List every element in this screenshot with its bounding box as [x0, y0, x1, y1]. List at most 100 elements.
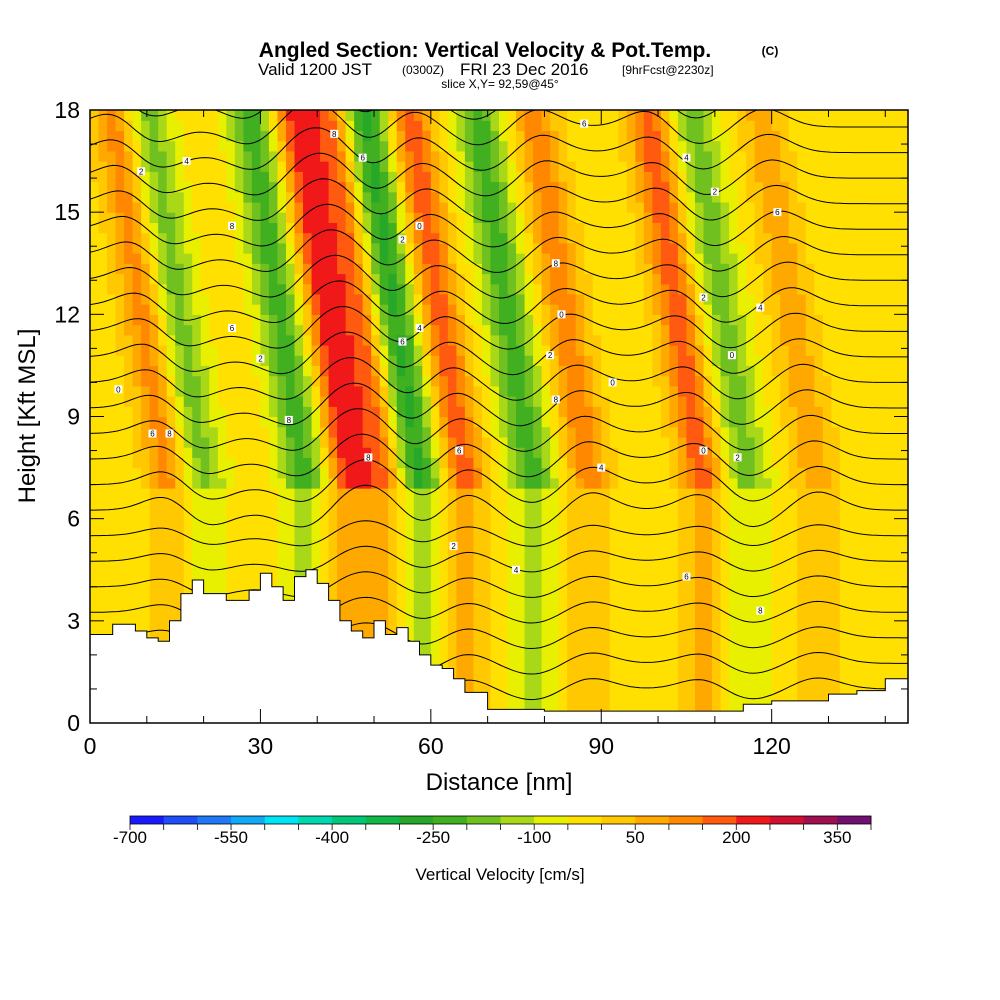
velocity-cell [550, 661, 560, 673]
velocity-cell [873, 528, 884, 540]
velocity-cell [660, 671, 671, 683]
velocity-cell [720, 651, 730, 663]
velocity-cell [345, 375, 355, 387]
velocity-cell [558, 406, 568, 418]
velocity-cell [524, 406, 534, 418]
velocity-cell [558, 651, 568, 663]
velocity-cell [856, 539, 866, 550]
velocity-cell [439, 426, 449, 438]
velocity-cell [592, 600, 602, 612]
velocity-cell [98, 273, 108, 285]
velocity-cell [524, 314, 534, 326]
velocity-cell [677, 579, 688, 591]
forecast-label: [9hrFcst@2230z] [622, 63, 714, 77]
velocity-cell [141, 212, 151, 223]
velocity-cell [533, 682, 543, 693]
velocity-cell [124, 201, 134, 213]
velocity-cell [200, 396, 210, 407]
velocity-cell [771, 334, 781, 346]
velocity-cell [720, 518, 730, 530]
velocity-cell [277, 212, 287, 223]
velocity-cell [703, 590, 713, 601]
velocity-cell [499, 283, 509, 295]
velocity-cell [703, 222, 713, 234]
velocity-cell [354, 334, 364, 346]
velocity-cell [780, 201, 790, 213]
velocity-cell [362, 191, 372, 203]
velocity-cell [226, 201, 236, 213]
velocity-cell [882, 263, 892, 275]
velocity-cell [158, 324, 168, 336]
velocity-cell [677, 477, 688, 489]
velocity-cell [456, 569, 466, 581]
velocity-cell [158, 385, 168, 397]
velocity-cell [473, 508, 483, 520]
velocity-cell [405, 631, 415, 642]
velocity-cell [132, 283, 142, 295]
velocity-cell [507, 396, 517, 407]
velocity-cell [814, 477, 824, 489]
velocity-cell [635, 201, 645, 213]
velocity-cell [285, 498, 296, 510]
velocity-cell [396, 447, 406, 458]
velocity-cell [473, 528, 483, 540]
velocity-cell [124, 293, 134, 305]
velocity-cell [251, 539, 262, 550]
velocity-cell [430, 242, 440, 254]
velocity-cell [396, 191, 406, 203]
velocity-cell [635, 539, 645, 550]
velocity-cell [729, 201, 739, 213]
velocity-cell [166, 253, 176, 264]
velocity-cell [882, 406, 892, 418]
velocity-cell [490, 447, 500, 458]
velocity-cell [413, 569, 423, 581]
velocity-cell [677, 508, 688, 520]
velocity-cell [788, 671, 798, 683]
velocity-cell [217, 242, 227, 254]
velocity-cell [303, 528, 313, 540]
velocity-cell [507, 375, 517, 387]
velocity-cell [660, 191, 671, 203]
velocity-cell [865, 191, 875, 203]
velocity-cell [669, 488, 679, 499]
velocity-cell [124, 610, 134, 622]
velocity-cell [890, 273, 901, 285]
velocity-cell [141, 283, 151, 295]
velocity-cell [456, 610, 466, 622]
velocity-cell [635, 232, 645, 244]
velocity-cell [388, 314, 398, 326]
velocity-cell [686, 263, 696, 275]
velocity-cell [550, 508, 560, 520]
velocity-cell [643, 508, 653, 520]
velocity-cell [285, 293, 296, 305]
velocity-cell [643, 610, 653, 622]
velocity-cell [175, 293, 185, 305]
velocity-cell [268, 324, 279, 336]
velocity-cell [558, 242, 568, 254]
velocity-cell [481, 334, 492, 346]
velocity-cell [268, 191, 279, 203]
velocity-cell [328, 508, 338, 520]
velocity-cell [609, 671, 619, 683]
velocity-cell [362, 559, 372, 571]
velocity-cell [541, 610, 551, 622]
velocity-cell [439, 661, 449, 673]
velocity-cell [584, 702, 594, 714]
velocity-cell [567, 671, 577, 683]
velocity-cell [694, 375, 705, 387]
velocity-cell [729, 396, 739, 407]
velocity-cell [584, 692, 594, 704]
velocity-cell [158, 518, 168, 530]
velocity-cell [643, 344, 653, 356]
velocity-cell [575, 201, 585, 213]
velocity-cell [379, 355, 389, 367]
velocity-cell [405, 426, 415, 438]
velocity-cell [660, 416, 671, 428]
velocity-cell [712, 201, 722, 213]
velocity-cell [209, 436, 219, 448]
velocity-cell [90, 263, 100, 275]
velocity-cell [371, 212, 381, 223]
velocity-cell [899, 508, 908, 520]
velocity-cell [158, 631, 168, 642]
velocity-cell [729, 539, 739, 550]
